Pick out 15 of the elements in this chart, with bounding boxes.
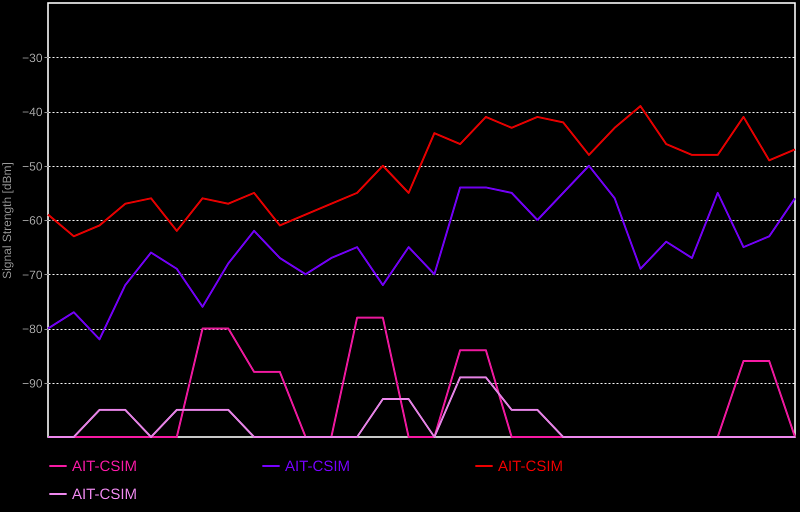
line-series [47,376,796,438]
y-tick-label: −70 [22,268,43,282]
y-tick-label: −30 [22,50,43,65]
y-tick-label: −80 [22,322,43,336]
y-tick-label: −60 [22,214,43,228]
y-tick-label: −90 [22,376,43,390]
legend-label: AIT-CSIM [72,486,138,503]
legend-label: AIT-CSIM [72,458,138,475]
y-axis-title: Signal Strength [dBm] [0,162,14,279]
legend-label: AIT-CSIM [498,458,564,475]
legend-label: AIT-CSIM [285,458,350,475]
y-tick-label: −50 [22,159,43,174]
line-series [47,164,796,340]
line-series [47,105,796,238]
y-tick-label: −40 [22,105,43,119]
